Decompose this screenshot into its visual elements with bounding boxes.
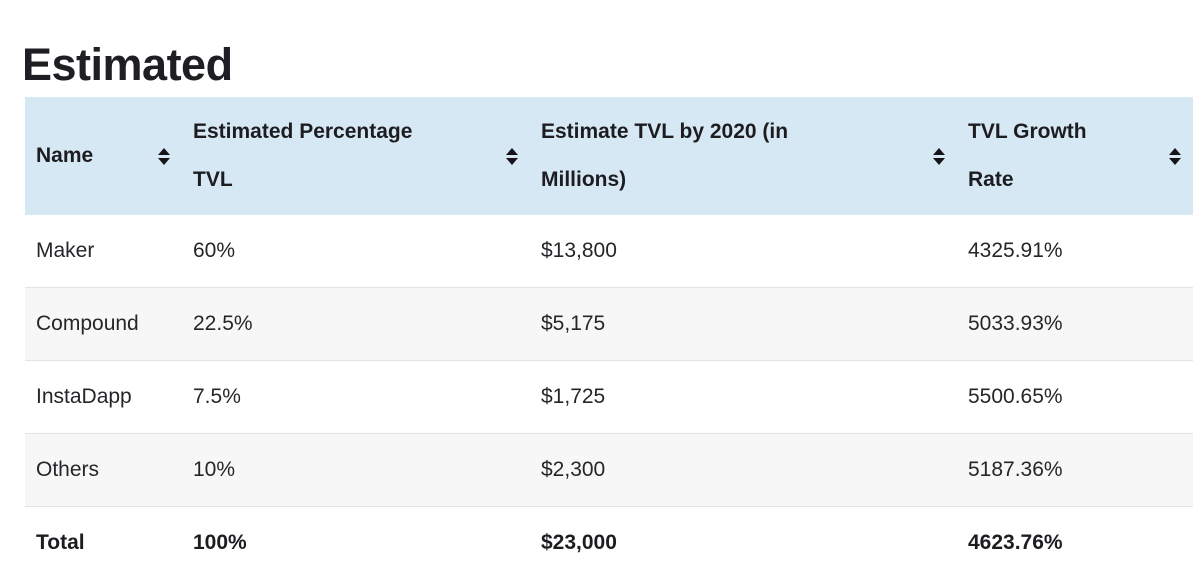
cell-name: Others	[25, 433, 182, 507]
column-header-estimated-percentage-tvl[interactable]: Estimated Percentage TVL	[182, 97, 530, 215]
sort-up-icon	[158, 147, 170, 155]
table-header: Name Estimated Percentage TVL Estimate T…	[25, 97, 1193, 215]
cell-estimate-tvl: $2,300	[530, 433, 957, 507]
cell-estimate-tvl: $13,800	[530, 215, 957, 288]
table-row-instadapp: InstaDapp 7.5% $1,725 5500.65%	[25, 360, 1193, 434]
cell-growth-rate: 5187.36%	[957, 433, 1193, 507]
table-row-compound: Compound 22.5% $5,175 5033.93%	[25, 287, 1193, 361]
cell-percentage-tvl: 10%	[182, 433, 530, 507]
cell-name: Total	[25, 506, 182, 579]
sort-up-icon	[1169, 147, 1181, 155]
sort-arrows-icon[interactable]	[158, 147, 170, 165]
column-header-tvl-growth-rate-label: TVL Growth Rate	[968, 120, 1087, 191]
cell-growth-rate: 5033.93%	[957, 287, 1193, 361]
table-row-total: Total 100% $23,000 4623.76%	[25, 506, 1193, 579]
estimates-table: Name Estimated Percentage TVL Estimate T…	[25, 97, 1193, 579]
cell-estimate-tvl: $23,000	[530, 506, 957, 579]
sort-up-icon	[506, 147, 518, 155]
cell-percentage-tvl: 7.5%	[182, 360, 530, 434]
sort-down-icon	[933, 157, 945, 165]
table-row-maker: Maker 60% $13,800 4325.91%	[25, 215, 1193, 288]
column-header-estimated-percentage-tvl-label: Estimated Percentage TVL	[193, 120, 413, 191]
cell-growth-rate: 4325.91%	[957, 215, 1193, 288]
table-body: Maker 60% $13,800 4325.91% Compound 22.5…	[25, 215, 1193, 579]
cell-name: Maker	[25, 215, 182, 288]
column-header-estimate-tvl-2020-label: Estimate TVL by 2020 (in Millions)	[541, 120, 789, 191]
column-header-name[interactable]: Name	[25, 97, 182, 215]
sort-arrows-icon[interactable]	[506, 147, 518, 165]
cell-growth-rate: 4623.76%	[957, 506, 1193, 579]
sort-arrows-icon[interactable]	[933, 147, 945, 165]
cell-percentage-tvl: 22.5%	[182, 287, 530, 361]
cell-name: Compound	[25, 287, 182, 361]
column-header-tvl-growth-rate[interactable]: TVL Growth Rate	[957, 97, 1193, 215]
page-title: Estimated	[22, 39, 233, 91]
table-row-others: Others 10% $2,300 5187.36%	[25, 433, 1193, 507]
column-header-estimate-tvl-2020[interactable]: Estimate TVL by 2020 (in Millions)	[530, 97, 957, 215]
cell-name: InstaDapp	[25, 360, 182, 434]
cell-percentage-tvl: 60%	[182, 215, 530, 288]
sort-arrows-icon[interactable]	[1169, 147, 1181, 165]
cell-percentage-tvl: 100%	[182, 506, 530, 579]
sort-down-icon	[158, 157, 170, 165]
sort-down-icon	[506, 157, 518, 165]
cell-growth-rate: 5500.65%	[957, 360, 1193, 434]
cell-estimate-tvl: $1,725	[530, 360, 957, 434]
header-row: Name Estimated Percentage TVL Estimate T…	[25, 97, 1193, 215]
sort-down-icon	[1169, 157, 1181, 165]
column-header-name-label: Name	[36, 144, 94, 167]
sort-up-icon	[933, 147, 945, 155]
cell-estimate-tvl: $5,175	[530, 287, 957, 361]
